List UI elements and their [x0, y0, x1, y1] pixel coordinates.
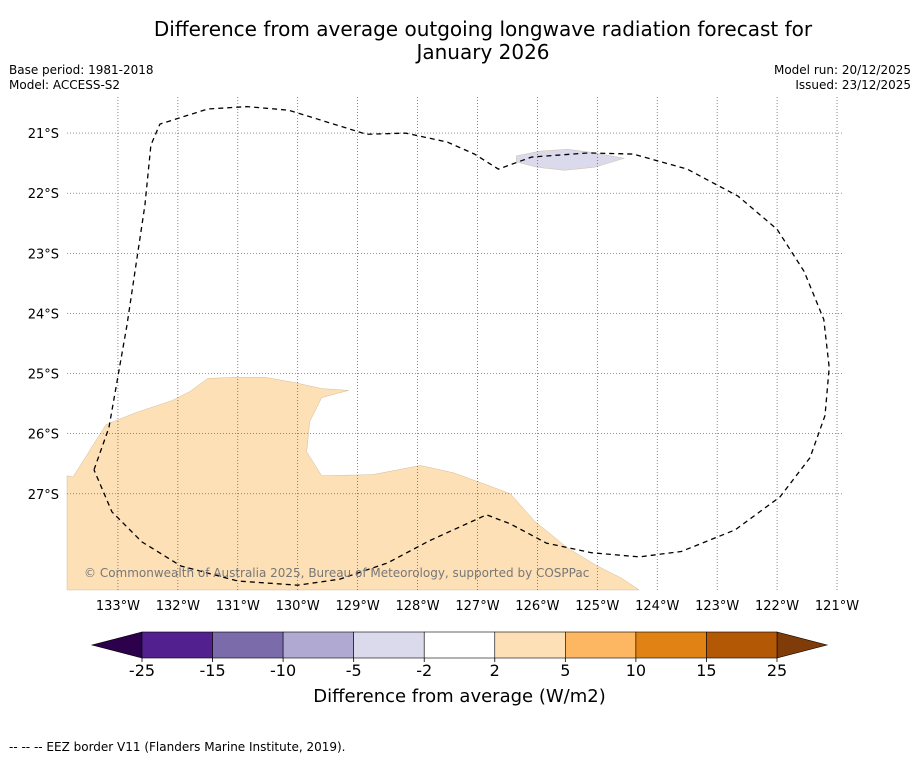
lon-tick-label: 131°W: [216, 599, 260, 614]
colorbar-segment-1: [141, 631, 213, 659]
lon-tick-label: 129°W: [336, 599, 380, 614]
meta-left: Base period: 1981-2018 Model: ACCESS-S2: [9, 63, 154, 93]
eez-border: [93, 105, 830, 586]
graticule: [67, 97, 843, 590]
lon-tick-label: 126°W: [515, 599, 559, 614]
lat-tick-label: 24°S: [28, 307, 59, 322]
lon-tick-label: 124°W: [635, 599, 679, 614]
latitude-ticks: 21°S 22°S 23°S 24°S 25°S 26°S 27°S: [28, 127, 59, 503]
lon-tick-label: 125°W: [575, 599, 619, 614]
lon-tick-label: 128°W: [395, 599, 439, 614]
copyright-credit: © Commonwealth of Australia 2025, Bureau…: [84, 566, 589, 580]
colorbar-tick-label: -5: [346, 661, 362, 680]
lat-tick-label: 27°S: [28, 488, 59, 503]
colorbar-segment-8: [635, 631, 707, 659]
colorbar-tick-label: 25: [767, 661, 787, 680]
lat-tick-label: 26°S: [28, 428, 59, 443]
colorbar-label: Difference from average (W/m2): [313, 686, 606, 707]
base-period: Base period: 1981-2018: [9, 63, 154, 77]
colorbar-segment-2: [212, 631, 284, 659]
colorbar-tick-label: -25: [129, 661, 155, 680]
lat-tick-label: 25°S: [28, 368, 59, 383]
colorbar-tick-label: 15: [696, 661, 716, 680]
colorbar-tick-label: 2: [490, 661, 500, 680]
longitude-ticks: 133°W 132°W 131°W 130°W 129°W 128°W 127°W 126°W…: [96, 599, 859, 614]
chart-title-line-2: January 2026: [416, 40, 550, 64]
lat-tick-label: 21°S: [28, 127, 59, 142]
lon-tick-label: 122°W: [755, 599, 799, 614]
colorbar-over-extend: [776, 631, 829, 659]
anomaly-region-2: [516, 149, 625, 171]
colorbar-segment-4: [353, 631, 425, 659]
colorbar-segment-6: [494, 631, 566, 659]
lon-tick-label: 123°W: [695, 599, 739, 614]
chart-title: Difference from average outgoing longwav…: [0, 18, 919, 64]
chart-title-line-1: Difference from average outgoing longwav…: [153, 17, 813, 41]
colorbar-segment-9: [706, 631, 778, 659]
lon-tick-label: 130°W: [276, 599, 320, 614]
lon-tick-label: 121°W: [815, 599, 859, 614]
colorbar-tick-label: 10: [626, 661, 646, 680]
model-run: Model run: 20/12/2025: [773, 63, 911, 77]
lat-tick-label: 22°S: [28, 187, 59, 202]
lon-tick-label: 132°W: [156, 599, 200, 614]
colorbar-under-extend: [90, 631, 143, 659]
colorbar-tick-label: 5: [560, 661, 570, 680]
colorbar: -25 -15 -10 -5 -2 2 5 10 15 25: [90, 631, 829, 680]
anomaly-region-1: [66, 377, 640, 591]
issued-date: Issued: 23/12/2025: [795, 78, 911, 92]
eez-footer-note: -- -- -- EEZ border V11 (Flanders Marine…: [9, 740, 346, 754]
colorbar-tick-label: -10: [270, 661, 296, 680]
lon-tick-label: 127°W: [455, 599, 499, 614]
model-name: Model: ACCESS-S2: [9, 78, 121, 92]
eez-border-line: [93, 105, 830, 586]
colorbar-segment-5: [423, 631, 496, 659]
lon-tick-label: 133°W: [96, 599, 140, 614]
colorbar-tick-label: -15: [199, 661, 225, 680]
anomaly-regions: [66, 149, 640, 591]
colorbar-segment-3: [282, 631, 354, 659]
meta-right: Model run: 20/12/2025 Issued: 23/12/2025: [774, 63, 911, 93]
colorbar-segment-7: [565, 631, 637, 659]
colorbar-tick-label: -2: [416, 661, 432, 680]
lat-tick-label: 23°S: [28, 247, 59, 262]
